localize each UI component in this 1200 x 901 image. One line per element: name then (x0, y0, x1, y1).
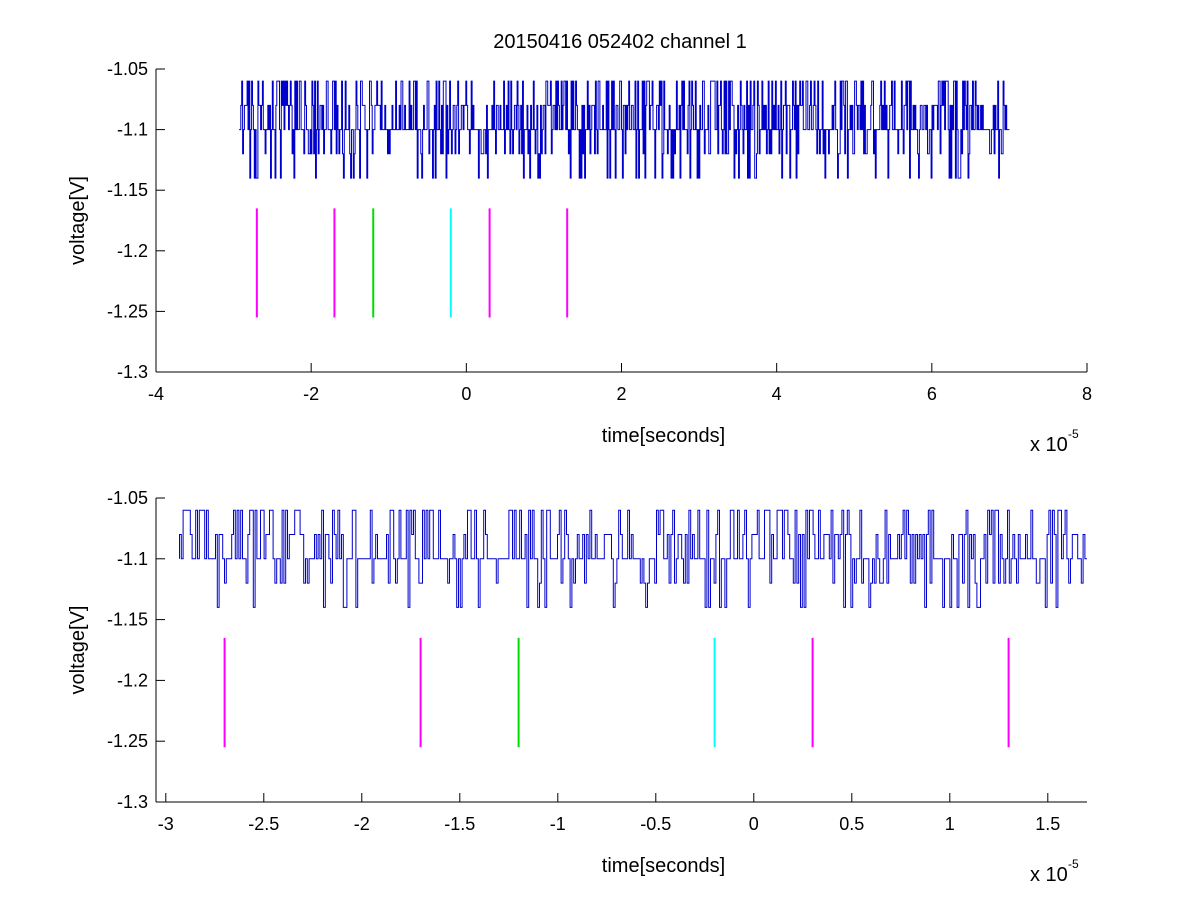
x-tick-label: -1 (550, 814, 566, 834)
y-tick-label: -1.1 (117, 120, 148, 140)
y-tick-label: -1.25 (107, 301, 148, 321)
y-tick-label: -1.05 (107, 59, 148, 79)
x-tick-label: 1.5 (1035, 814, 1060, 834)
x-axis-label: time[seconds] (602, 855, 725, 877)
x-tick-label: 2 (616, 384, 626, 404)
x-multiplier: x 10 (1030, 434, 1068, 456)
y-tick-label: -1.25 (107, 731, 148, 751)
bottom-panel: -1.3 -1.25 -1.2 -1.15 -1.1 -1.05 -3 -2.5 -2 -1.5 -… (67, 488, 1087, 886)
x-multiplier-exponent: -5 (1068, 857, 1079, 871)
voltage-trace (179, 509, 1087, 608)
y-tick-label: -1.2 (117, 241, 148, 261)
x-axis-label: time[seconds] (602, 425, 725, 447)
x-tick-label: -2 (354, 814, 370, 834)
x-tick-label: 0.5 (839, 814, 864, 834)
y-axis-label: voltage[V] (67, 176, 89, 265)
x-tick-label: 8 (1082, 384, 1092, 404)
voltage-trace (239, 80, 1010, 179)
x-multiplier-exponent: -5 (1068, 427, 1079, 441)
x-tick-label: -2 (303, 384, 319, 404)
top-panel: -1.3 -1.25 -1.2 -1.15 -1.1 -1.05 -4 -2 0 2 4 6 8 time… (67, 59, 1092, 456)
y-tick-label: -1.15 (107, 180, 148, 200)
x-tick-label: -2.5 (248, 814, 279, 834)
x-tick-label: 6 (927, 384, 937, 404)
y-tick-label: -1.05 (107, 488, 148, 508)
x-tick-label: -4 (148, 384, 164, 404)
x-tick-label: -3 (158, 814, 174, 834)
x-tick-label: 4 (772, 384, 782, 404)
chart-title: 20150416 052402 channel 1 (493, 31, 747, 53)
y-axis-label: voltage[V] (67, 606, 89, 695)
y-tick-label: -1.3 (117, 362, 148, 382)
x-tick-label: -1.5 (444, 814, 475, 834)
x-tick-label: -0.5 (640, 814, 671, 834)
x-tick-label: 0 (749, 814, 759, 834)
x-tick-label: 1 (945, 814, 955, 834)
y-tick-label: -1.3 (117, 792, 148, 812)
y-tick-label: -1.1 (117, 549, 148, 569)
x-multiplier: x 10 (1030, 864, 1068, 886)
y-tick-label: -1.2 (117, 670, 148, 690)
x-tick-label: 0 (461, 384, 471, 404)
y-tick-label: -1.15 (107, 610, 148, 630)
